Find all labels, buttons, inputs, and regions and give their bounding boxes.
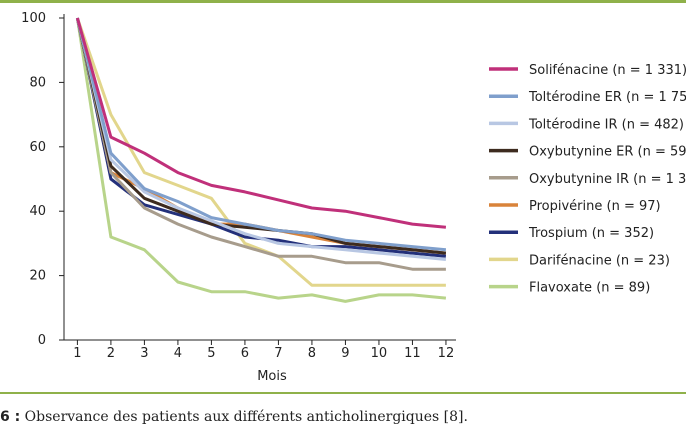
series-layer — [75, 17, 447, 303]
top-rule — [0, 0, 686, 3]
caption-label: 6 : — [0, 409, 21, 425]
x-tick-label: 1 — [73, 346, 81, 361]
y-tick-label: 0 — [38, 333, 46, 348]
x-tick-label: 2 — [107, 346, 115, 361]
x-tick-label: 4 — [174, 346, 182, 361]
legend-label: Propivérine (n = 97) — [529, 199, 661, 214]
y-tick-label: 60 — [29, 140, 46, 155]
legend-label: Oxybutynine IR (n = 1 354) — [529, 172, 686, 187]
series-line — [75, 17, 446, 287]
x-tick-label: 9 — [341, 346, 349, 361]
y-tick-label: 100 — [21, 11, 46, 26]
x-tick-label: 11 — [404, 346, 421, 361]
y-tick-label: 40 — [29, 204, 46, 219]
x-tick-label: 10 — [371, 346, 388, 361]
legend-label: Toltérodine IR (n = 482) — [528, 117, 684, 132]
series-line — [75, 17, 447, 252]
series-line — [75, 17, 446, 271]
legend-label: Solifénacine (n = 1 331) — [529, 63, 686, 78]
x-tick-label: 7 — [274, 346, 282, 361]
legend: Solifénacine (n = 1 331) Toltérodine ER (… — [489, 63, 686, 296]
bottom-rule — [0, 392, 686, 394]
x-tick-label: 6 — [241, 346, 249, 361]
series-line — [75, 17, 447, 229]
series-line — [75, 17, 447, 303]
y-tick-label: 20 — [29, 269, 46, 284]
figure-caption: 6 : Observance des patients aux différen… — [0, 409, 686, 425]
y-tick-label: 80 — [29, 75, 46, 90]
legend-label: Oxybutynine ER (n = 59) — [529, 145, 686, 160]
x-axis-label: Mois — [257, 369, 287, 384]
x-tick-label: 5 — [207, 346, 215, 361]
series-line — [75, 17, 447, 261]
legend-label: Toltérodine ER (n = 1 758) — [528, 90, 686, 105]
series-line — [75, 17, 447, 255]
series-line — [75, 17, 447, 255]
x-tick-label: 8 — [308, 346, 316, 361]
caption-text: Observance des patients aux différents a… — [20, 409, 468, 425]
legend-label: Trospium (n = 352) — [528, 226, 654, 241]
legend-label: Darifénacine (n = 23) — [529, 253, 670, 268]
x-tick-label: 3 — [140, 346, 148, 361]
x-tick-label: 12 — [438, 346, 455, 361]
legend-label: Flavoxate (n = 89) — [529, 281, 650, 296]
